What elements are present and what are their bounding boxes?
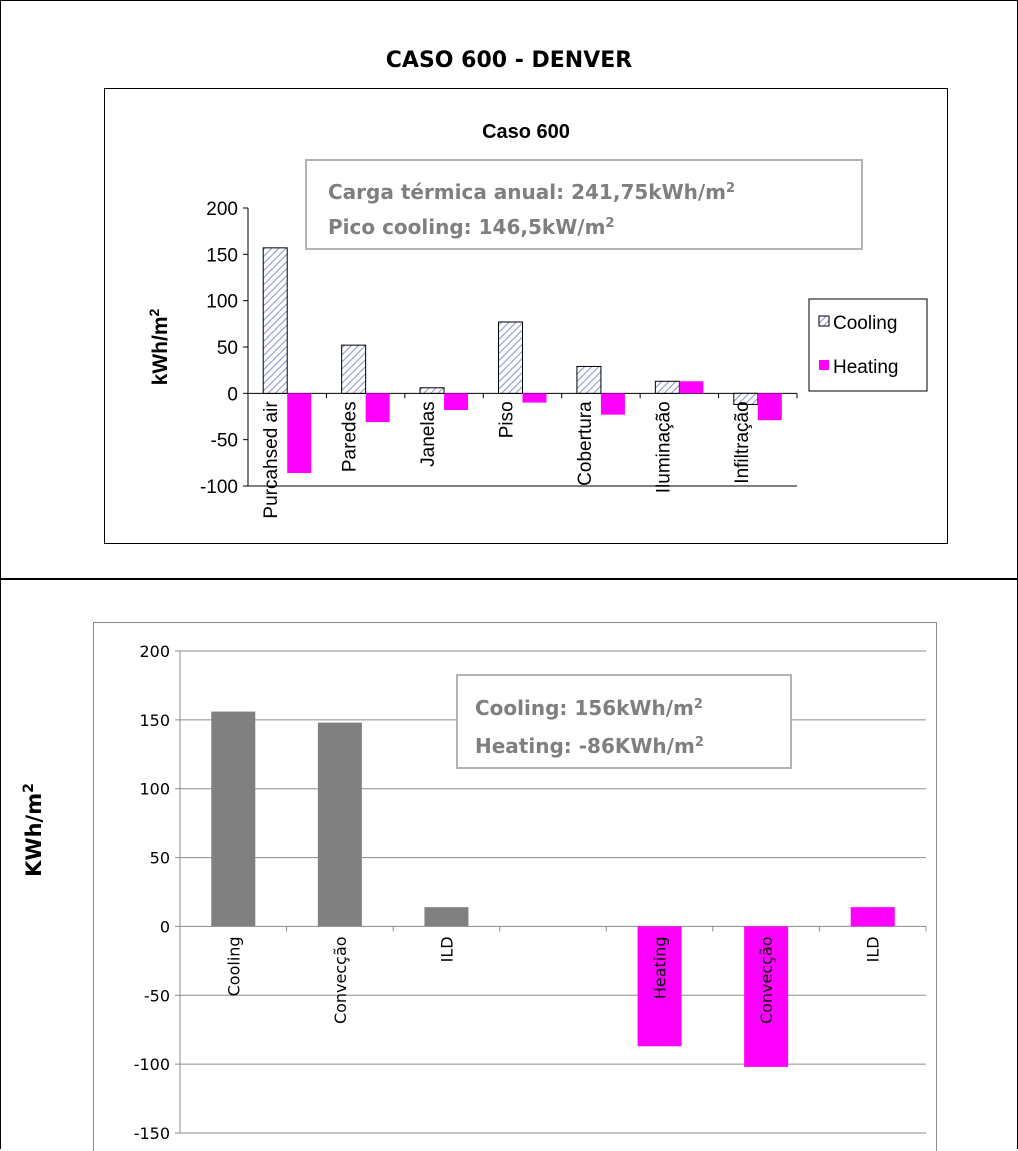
chart-2-y-tick-label: -150: [134, 1124, 170, 1143]
chart-1-annotation-line2: Pico cooling: 146,5kW/m2: [328, 215, 614, 239]
chart-2-container: 200 150 100 50 0 -50 -100 -150 Cooling Convecção I…: [21, 622, 937, 1151]
chart-1-y-tick-label: -100: [200, 477, 238, 498]
chart-2-y-tick-label: -100: [134, 1055, 170, 1074]
chart-1-title: Caso 600: [482, 121, 570, 143]
chart-2-y-tick-label: -50: [144, 986, 170, 1005]
chart-2-annotation-line1: Cooling: 156kWh/m2: [475, 696, 703, 720]
chart-1-legend-swatch-cooling: [818, 315, 830, 327]
chart-2-bar: [744, 926, 789, 1067]
chart-1-bar-cooling: [654, 380, 680, 394]
chart-1-bar-heating: [287, 393, 312, 474]
chart-2-x-tick-label: Cooling: [224, 936, 243, 996]
chart-1-legend-label-cooling: Cooling: [833, 313, 897, 334]
chart-1-y-tick-label: 150: [206, 245, 238, 266]
chart-2-bar: [637, 926, 682, 1047]
chart-1-bar-heating: [757, 393, 782, 421]
chart-1-svg: Caso 600 200 150 100 50 0 -50 -100 Purcahsed air…: [146, 121, 928, 519]
chart-1-bar-heating: [444, 393, 469, 411]
chart-1-bar-heating: [522, 393, 547, 403]
chart-2-annotation-line2: Heating: -86KWh/m2: [475, 734, 704, 758]
chart-1-legend-label-heating: Heating: [833, 357, 899, 378]
chart-2-x-tick-label: ILD: [864, 936, 883, 962]
chart-2-svg: 200 150 100 50 0 -50 -100 -150 Cooling Convecção I…: [21, 642, 927, 1143]
chart-2-y-tick-label: 150: [139, 711, 170, 730]
chart-1-legend-swatch-heating: [819, 360, 829, 370]
chart-1-bar-cooling: [576, 365, 602, 394]
chart-1-y-tick-label: -50: [211, 431, 238, 452]
chart-1-x-tick-label: Piso: [497, 401, 518, 438]
chart-2-y-axis-label: KWh/m2: [21, 783, 46, 877]
chart-1-y-tick-label: 50: [217, 338, 238, 359]
chart-1-bar-cooling: [419, 387, 445, 394]
chart-1-bar-cooling: [498, 321, 523, 394]
chart-1-legend: [808, 298, 928, 392]
chart-2-bar: [317, 722, 362, 927]
chart-2-bar: [424, 907, 469, 927]
chart-2-x-tick-label: Convecção: [331, 936, 350, 1024]
chart-1-x-tick-label: Cobertura: [575, 401, 596, 486]
chart-1-y-tick-label: 100: [206, 292, 238, 313]
chart-2-x-tick-label: Heating: [651, 936, 670, 999]
chart-1-x-tick-label: Paredes: [340, 401, 361, 472]
chart-1-y-axis-label: kWh/m2: [146, 308, 172, 385]
chart-2-bar: [211, 711, 256, 927]
chart-1-bar-heating: [679, 381, 704, 394]
chart-1-x-tick-label: Purcahsed air: [261, 401, 282, 519]
chart-2-y-tick-label: 0: [160, 917, 170, 936]
chart-1-bar-cooling: [262, 247, 288, 394]
chart-2-y-tick-label: 200: [139, 642, 170, 661]
chart-2-x-tick-label: Convecção: [757, 936, 776, 1024]
chart-2-y-tick-label: 100: [139, 780, 170, 799]
section-divider: [0, 578, 1018, 580]
page-title: CASO 600 - DENVER: [385, 48, 633, 73]
chart-1-x-tick-label: Janelas: [418, 401, 439, 467]
chart-2-bar: [850, 907, 895, 927]
chart-1-x-tick-label: Infiltração: [732, 401, 753, 483]
chart-1-y-tick-label: 200: [206, 199, 238, 220]
chart-2-annotation-box: [456, 674, 792, 769]
chart-2-x-tick-label: ILD: [437, 936, 456, 962]
chart-1-bar-heating: [365, 393, 390, 423]
chart-1-y-tick-label: 0: [227, 384, 238, 405]
chart-1-x-tick-label: Iluminação: [653, 401, 674, 493]
chart-1-bar-heating: [600, 393, 625, 415]
chart-2-y-tick-label: 50: [150, 849, 170, 868]
chart-1-annotation-box: [305, 159, 863, 250]
chart-1-annotation-line1: Carga térmica anual: 241,75kWh/m2: [328, 180, 735, 204]
chart-1-container: Caso 600 200 150 100 50 0 -50 -100 Purcahsed air…: [104, 88, 948, 544]
chart-1-bar-cooling: [341, 344, 367, 394]
